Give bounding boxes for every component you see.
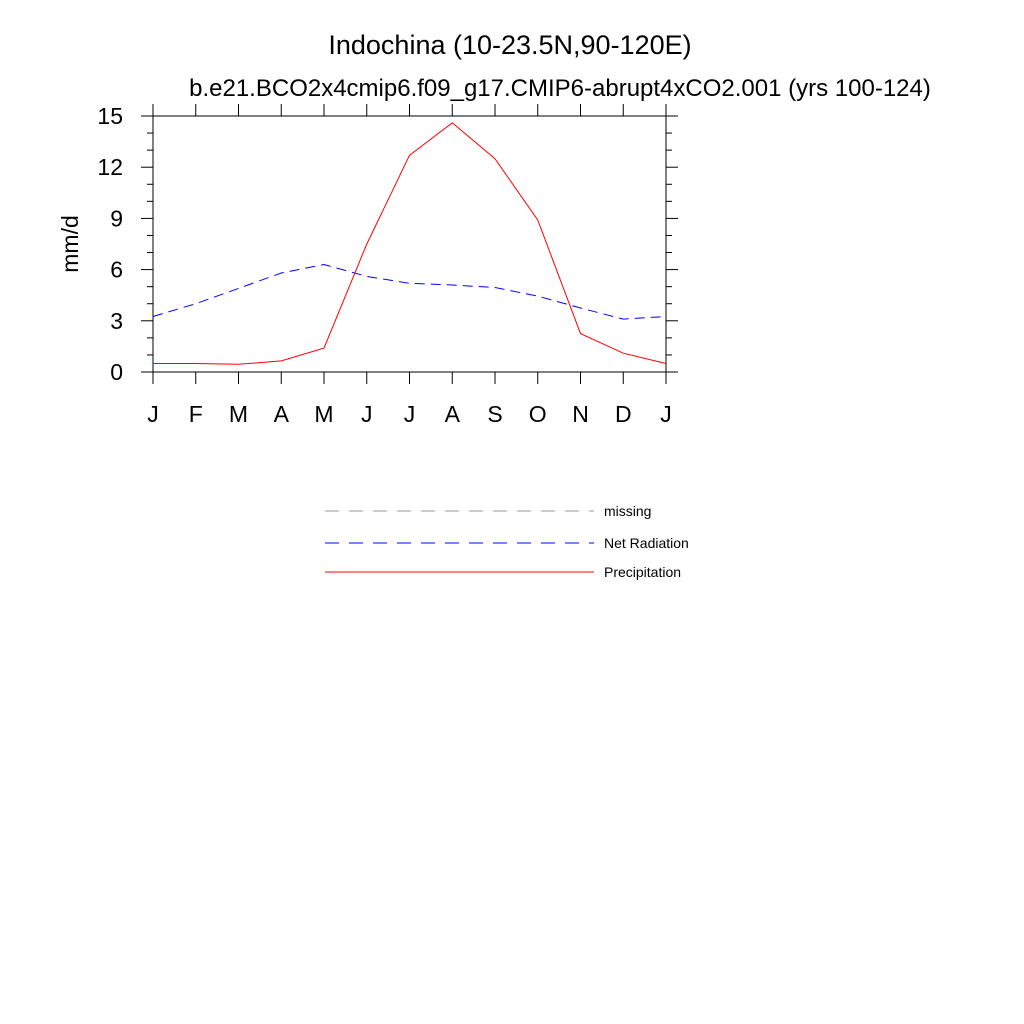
legend-label-net-radiation: Net Radiation: [604, 535, 689, 551]
x-tick-label: F: [189, 401, 203, 427]
x-tick-label: D: [615, 401, 632, 427]
x-tick-label: J: [404, 401, 416, 427]
x-tick-label: M: [229, 401, 248, 427]
x-tick-label: J: [361, 401, 373, 427]
x-tick-label: J: [660, 401, 672, 427]
x-tick-label: S: [487, 401, 502, 427]
series-line-net-radiation: [152, 263, 667, 320]
x-tick-label: M: [314, 401, 333, 427]
series-line-precipitation: [153, 122, 667, 365]
plot-frame: [152, 115, 667, 373]
x-tick-label: A: [274, 401, 290, 427]
y-tick-label: 9: [110, 205, 123, 231]
x-tick-label: N: [572, 401, 589, 427]
y-axis-label: mm/d: [57, 215, 83, 273]
x-tick-label: A: [445, 401, 461, 427]
chart-subtitle: b.e21.BCO2x4cmip6.f09_g17.CMIP6-abrupt4x…: [189, 75, 931, 102]
y-tick-label: 6: [110, 257, 123, 283]
y-tick-label: 3: [110, 308, 123, 334]
legend: missing Net Radiation Precipitation: [325, 503, 689, 580]
x-tick-label: J: [147, 401, 159, 427]
chart-title: Indochina (10-23.5N,90-120E): [328, 30, 691, 60]
legend-label-precipitation: Precipitation: [604, 564, 681, 580]
y-tick-label: 12: [97, 154, 123, 180]
y-tick-label: 0: [110, 359, 123, 385]
x-tick-label: O: [529, 401, 547, 427]
legend-label-missing: missing: [604, 503, 651, 519]
y-tick-label: 15: [97, 103, 123, 129]
